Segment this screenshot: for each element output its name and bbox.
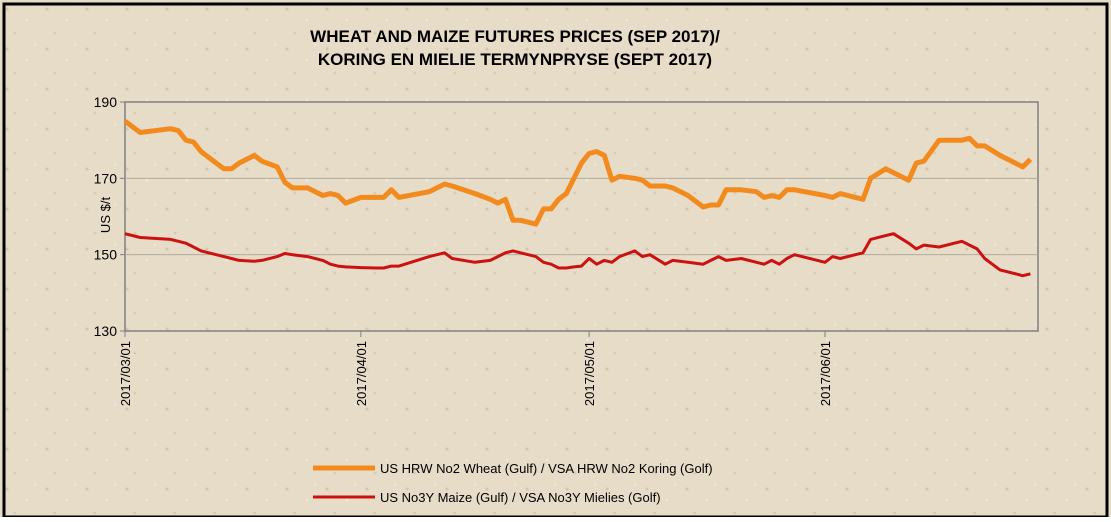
data-line [123, 119, 1033, 227]
x-tick-label: 2017/03/01 [118, 341, 133, 406]
legend-label: US No3Y Maize (Gulf) / VSA No3Y Mielies … [380, 490, 661, 505]
y-axis-label: US $/t [98, 197, 113, 234]
y-tick-label: 170 [94, 170, 118, 186]
data-line [124, 232, 1031, 278]
plot-area [124, 101, 1039, 332]
chart-title: KORING EN MIELIE TERMYNPRYSE (SEPT 2017) [318, 50, 712, 69]
y-tick-label: 150 [94, 247, 118, 263]
x-tick-label: 2017/04/01 [354, 341, 369, 406]
y-tick-label: 190 [94, 94, 118, 110]
x-tick-label: 2017/05/01 [582, 341, 597, 406]
y-tick-label: 130 [94, 323, 118, 339]
x-tick-label: 2017/06/01 [818, 341, 833, 406]
chart-title: WHEAT AND MAIZE FUTURES PRICES (SEP 2017… [310, 27, 720, 46]
legend-label: US HRW No2 Wheat (Gulf) / VSA HRW No2 Ko… [380, 461, 713, 476]
